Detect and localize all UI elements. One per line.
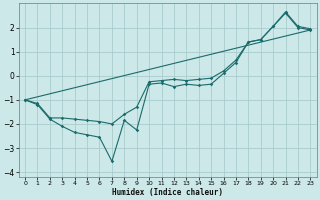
X-axis label: Humidex (Indice chaleur): Humidex (Indice chaleur) [112, 188, 223, 197]
